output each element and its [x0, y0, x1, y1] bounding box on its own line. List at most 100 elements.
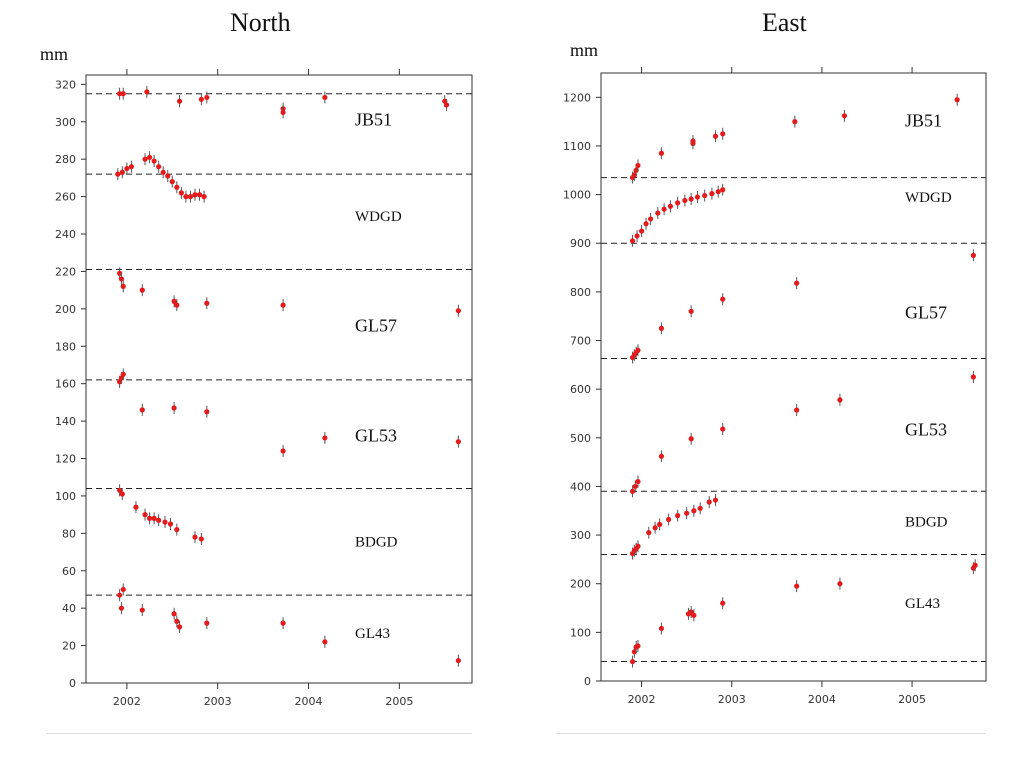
- east-data-point: [661, 206, 667, 212]
- east-data-point: [682, 197, 688, 204]
- north-data-point: [151, 515, 157, 521]
- north-data-point: [151, 158, 157, 164]
- north-data-point: [183, 194, 189, 200]
- north-data-point: [120, 371, 126, 377]
- north-y-tick-label: 240: [55, 228, 76, 241]
- east-y-tick-label: 800: [570, 286, 591, 299]
- north-y-tick-label: 300: [55, 116, 76, 129]
- east-y-tick-label: 0: [584, 675, 591, 688]
- north-data-point: [196, 192, 203, 198]
- east-data-point: [631, 172, 637, 178]
- north-plot-frame: [85, 74, 473, 684]
- east-y-tick-label: 600: [570, 383, 591, 396]
- north-data-point: [124, 165, 130, 172]
- east-y-tick-label: 500: [570, 432, 591, 445]
- north-data-point: [204, 620, 210, 626]
- north-data-point: [165, 173, 171, 179]
- north-data-point: [455, 308, 461, 314]
- north-data-point: [443, 102, 450, 108]
- north-y-tick-label: 260: [55, 191, 76, 204]
- north-site-label-jb51: JB51: [355, 110, 392, 130]
- north-y-tick-label: 280: [55, 153, 76, 166]
- east-data-point: [688, 196, 694, 202]
- north-data-point: [322, 94, 328, 101]
- north-data-point: [142, 156, 148, 162]
- east-data-point: [720, 600, 726, 606]
- north-y-tick-label: 180: [55, 340, 76, 353]
- east-data-point: [633, 167, 639, 173]
- north-data-point: [455, 657, 461, 664]
- east-y-tick-label: 1200: [563, 91, 591, 104]
- east-data-point: [712, 133, 719, 139]
- east-data-point: [970, 374, 976, 380]
- east-data-point: [720, 296, 726, 302]
- north-data-point: [280, 448, 286, 454]
- north-y-tick-label: 140: [55, 415, 76, 428]
- east-site-label-jb51: JB51: [905, 111, 942, 131]
- east-data-point: [694, 194, 701, 200]
- north-data-point: [192, 192, 198, 198]
- east-data-point: [647, 216, 654, 222]
- north-data-point: [176, 98, 183, 104]
- north-data-point: [192, 534, 198, 540]
- north-data-point: [119, 169, 125, 175]
- east-data-point: [658, 625, 665, 632]
- north-data-point: [119, 491, 125, 497]
- east-data-point: [697, 505, 703, 511]
- east-data-point: [691, 508, 697, 514]
- north-data-point: [322, 639, 328, 645]
- north-y-tick-label: 60: [62, 565, 76, 578]
- north-data-point: [280, 302, 286, 308]
- north-panel-title: North: [230, 8, 291, 37]
- north-data-point: [171, 298, 177, 304]
- east-data-point: [794, 280, 800, 286]
- east-data-point: [675, 513, 681, 519]
- north-data-point: [146, 515, 153, 521]
- north-data-point: [144, 89, 150, 95]
- north-data-point: [187, 194, 194, 200]
- north-data-point: [133, 504, 139, 510]
- east-y-tick-label: 900: [570, 237, 591, 250]
- north-site-label-gl43: GL43: [355, 626, 390, 642]
- east-data-point: [690, 138, 696, 144]
- north-data-point: [118, 605, 125, 611]
- east-panel-title: East: [762, 8, 807, 37]
- east-data-point: [632, 483, 638, 490]
- east-data-point: [837, 397, 843, 403]
- east-data-point: [792, 119, 798, 125]
- north-data-point: [118, 276, 125, 282]
- east-data-point: [794, 583, 800, 589]
- north-data-point: [117, 487, 123, 493]
- east-y-tick-label: 700: [570, 335, 591, 348]
- north-data-point: [167, 521, 174, 527]
- east-data-point: [684, 510, 690, 516]
- east-data-point: [706, 499, 712, 505]
- east-data-point: [709, 191, 715, 197]
- north-y-tick-label: 20: [62, 640, 76, 653]
- east-plot-frame: [600, 72, 987, 682]
- east-data-point: [666, 516, 672, 523]
- north-data-point: [156, 517, 162, 523]
- east-y-tick-label: 1100: [563, 140, 591, 153]
- north-data-point: [142, 512, 148, 518]
- north-data-point: [120, 283, 126, 289]
- east-data-point: [658, 325, 665, 331]
- east-data-point: [720, 426, 726, 432]
- north-data-point: [169, 179, 175, 185]
- north-data-point: [171, 405, 177, 411]
- east-data-point: [720, 131, 726, 137]
- east-data-point: [841, 113, 848, 119]
- east-data-point: [688, 436, 694, 442]
- north-data-point: [117, 270, 123, 276]
- north-data-point: [174, 526, 180, 533]
- east-data-point: [658, 453, 665, 459]
- north-data-point: [322, 435, 328, 441]
- north-data-point: [178, 190, 184, 196]
- north-y-tick-label: 120: [55, 453, 76, 466]
- east-data-point: [629, 658, 636, 665]
- north-data-point: [156, 164, 162, 170]
- east-data-point: [837, 581, 843, 587]
- north-data-point: [455, 439, 461, 445]
- north-data-point: [280, 109, 286, 116]
